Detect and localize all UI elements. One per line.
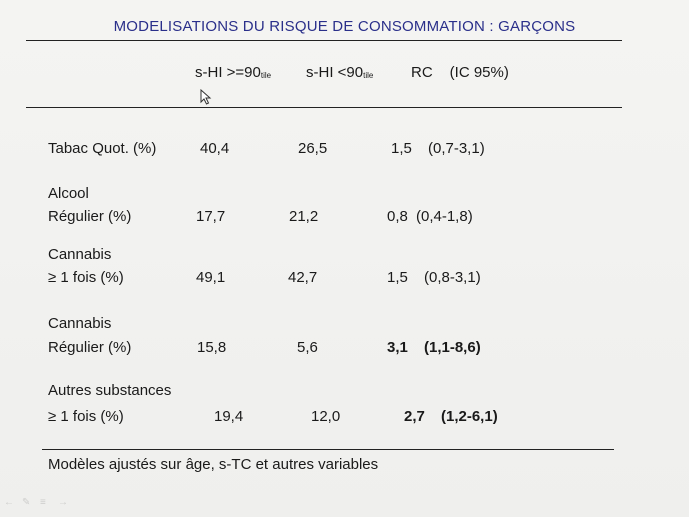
cell-autres-shi-high: 19,4 [214,408,244,425]
cell-cannabis1-shi-high: 49,1 [196,269,226,286]
slide-title: MODELISATIONS DU RISQUE DE CONSOMMATION … [113,18,576,35]
cell-cannabis2-shi-high: 15,8 [197,339,227,356]
cell-cannabis2-shi-low: 5,6 [297,339,318,356]
cell-tabac-shi-high: 40,4 [200,140,230,157]
cell-cannabis1-ic: (0,8-3,1) [424,269,481,286]
column-header-shi-high-sub: tile [260,71,272,80]
row-label-autres-line2: ≥ 1 fois (%) [48,408,124,425]
slideshow-toolbar: ← ✎ ≡ → [4,498,70,508]
title-divider [26,40,622,41]
row-label-cannabis1-line2: ≥ 1 fois (%) [48,269,124,286]
cell-alcool-shi-low: 21,2 [289,208,319,225]
cell-tabac-shi-low: 26,5 [298,140,328,157]
cell-tabac-rc: 1,5 [391,140,412,157]
column-header-rc: RC (IC 95%) [411,64,509,81]
footer-divider [42,449,614,450]
row-label-tabac: Tabac Quot. (%) [48,140,157,157]
row-label-alcool-line2: Régulier (%) [48,208,132,225]
row-label-cannabis2-line1: Cannabis [48,315,112,332]
row-label-alcool-line1: Alcool [48,185,89,202]
mouse-pointer-icon [200,89,212,105]
column-header-shi-high-main: s-HI >=90 [195,64,261,81]
row-label-cannabis1-line1: Cannabis [48,246,112,263]
cell-alcool-rc: 0,8 [387,208,408,225]
arrow-icon[interactable]: ← [4,497,14,508]
column-header-shi-low: s-HI <90tile [306,64,373,81]
menu-icon[interactable]: ≡ [40,497,46,508]
pen-icon[interactable]: ✎ [22,497,31,508]
row-label-cannabis2-line2: Régulier (%) [48,339,132,356]
column-header-shi-high: s-HI >=90tile [195,64,271,81]
column-header-ic-label: (IC 95%) [449,64,509,81]
row-label-autres-line1: Autres substances [48,382,172,399]
cell-autres-rc: 2,7 [404,408,425,425]
slide-nav-icon[interactable]: → [58,497,68,508]
cell-cannabis2-rc: 3,1 [387,339,408,356]
footnote: Modèles ajustés sur âge, s-TC et autres … [48,456,379,473]
header-divider [26,107,622,108]
cell-autres-ic: (1,2-6,1) [441,408,498,425]
column-header-rc-label: RC [411,64,433,81]
column-header-shi-low-sub: tile [363,71,374,80]
cell-cannabis2-ic: (1,1-8,6) [424,339,481,356]
cell-cannabis1-rc: 1,5 [387,269,408,286]
cell-autres-shi-low: 12,0 [311,408,341,425]
cell-cannabis1-shi-low: 42,7 [288,269,318,286]
cell-tabac-ic: (0,7-3,1) [428,140,485,157]
cell-alcool-shi-high: 17,7 [196,208,226,225]
cell-alcool-ic: (0,4-1,8) [416,208,473,225]
column-header-shi-low-main: s-HI <90 [306,64,364,81]
